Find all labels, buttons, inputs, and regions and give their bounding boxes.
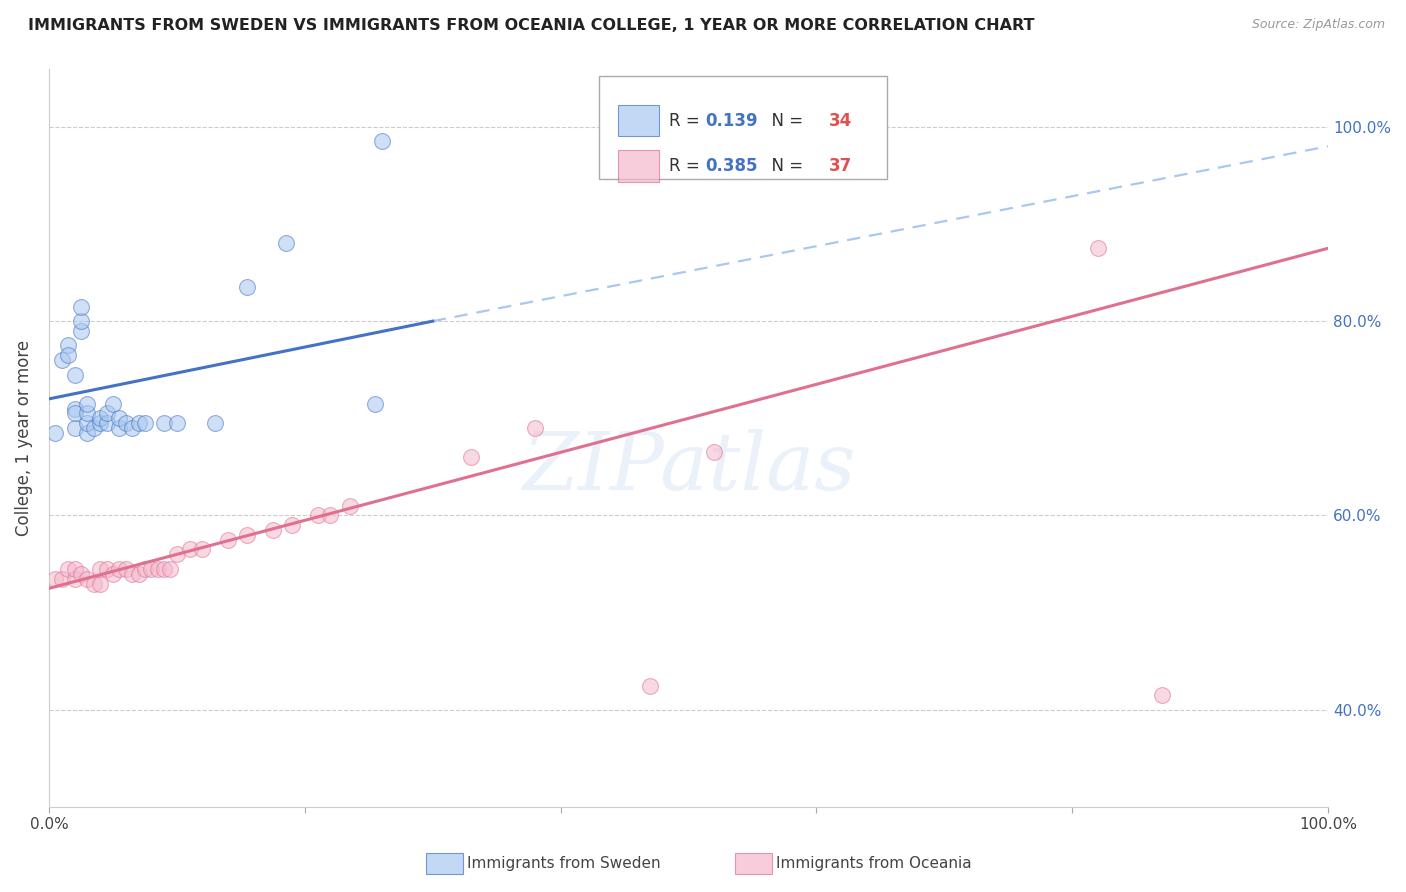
Point [638, 679, 661, 693]
Point [339, 499, 361, 513]
Text: Source: ZipAtlas.com: Source: ZipAtlas.com [1251, 18, 1385, 31]
Point [159, 562, 181, 576]
Point [134, 416, 156, 430]
Point [63, 407, 86, 421]
Point [121, 566, 143, 581]
Text: ZIPatlas: ZIPatlas [522, 428, 855, 506]
Text: IMMIGRANTS FROM SWEDEN VS IMMIGRANTS FROM OCEANIA COLLEGE, 1 YEAR OR MORE CORREL: IMMIGRANTS FROM SWEDEN VS IMMIGRANTS FRO… [28, 18, 1035, 33]
Text: 0.385: 0.385 [706, 157, 758, 175]
Point [70, 324, 93, 338]
Text: N =: N = [762, 157, 808, 175]
Y-axis label: College, 1 year or more: College, 1 year or more [15, 340, 32, 536]
Point [166, 547, 188, 561]
Point [262, 523, 284, 537]
Point [128, 416, 150, 430]
Point [274, 236, 297, 251]
Point [191, 542, 214, 557]
Text: Immigrants from Oceania: Immigrants from Oceania [776, 856, 972, 871]
Point [76, 397, 98, 411]
Point [89, 562, 111, 576]
Point [114, 562, 136, 576]
Point [153, 562, 176, 576]
Point [89, 411, 111, 425]
FancyBboxPatch shape [619, 105, 659, 136]
Point [703, 445, 725, 459]
Point [51, 353, 73, 368]
Point [204, 416, 226, 430]
Point [63, 572, 86, 586]
Point [370, 135, 392, 149]
Point [70, 566, 93, 581]
Point [89, 576, 111, 591]
Point [56, 338, 79, 352]
Point [236, 280, 259, 294]
FancyBboxPatch shape [619, 151, 659, 181]
Point [70, 300, 93, 314]
Point [96, 407, 118, 421]
Point [96, 562, 118, 576]
Point [44, 572, 66, 586]
Point [89, 416, 111, 430]
Point [128, 566, 150, 581]
Point [364, 397, 387, 411]
Point [63, 421, 86, 435]
Point [146, 562, 169, 576]
Text: 34: 34 [830, 112, 852, 130]
Point [76, 425, 98, 440]
Point [70, 314, 93, 328]
Point [63, 401, 86, 416]
Point [76, 407, 98, 421]
Point [179, 542, 201, 557]
Point [121, 421, 143, 435]
Point [76, 416, 98, 430]
Point [44, 425, 66, 440]
Point [83, 576, 105, 591]
Point [319, 508, 342, 523]
Point [108, 562, 131, 576]
Point [307, 508, 329, 523]
Point [101, 566, 124, 581]
Point [76, 572, 98, 586]
Point [51, 572, 73, 586]
Point [281, 518, 304, 533]
Text: R =: R = [669, 157, 706, 175]
Point [1087, 241, 1109, 255]
Point [56, 348, 79, 362]
Point [153, 416, 176, 430]
Text: 37: 37 [830, 157, 852, 175]
Point [108, 421, 131, 435]
Point [114, 416, 136, 430]
Point [236, 528, 259, 542]
Text: R =: R = [669, 112, 706, 130]
Point [56, 562, 79, 576]
Point [141, 562, 163, 576]
Point [1150, 688, 1173, 702]
Point [63, 562, 86, 576]
Text: Immigrants from Sweden: Immigrants from Sweden [467, 856, 661, 871]
Point [166, 416, 188, 430]
Point [217, 533, 239, 547]
Point [63, 368, 86, 382]
Point [134, 562, 156, 576]
Point [96, 416, 118, 430]
Text: N =: N = [762, 112, 808, 130]
Point [83, 421, 105, 435]
Point [101, 397, 124, 411]
Point [108, 411, 131, 425]
FancyBboxPatch shape [599, 76, 887, 179]
Point [524, 421, 547, 435]
Point [460, 450, 482, 465]
Text: 0.139: 0.139 [706, 112, 758, 130]
